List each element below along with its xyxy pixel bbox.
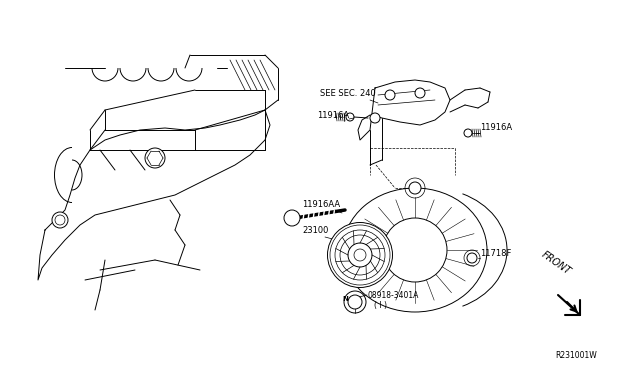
- Circle shape: [346, 113, 354, 121]
- Text: ( I ): ( I ): [374, 301, 387, 310]
- Text: N: N: [342, 296, 348, 302]
- Circle shape: [385, 90, 395, 100]
- Ellipse shape: [343, 188, 487, 312]
- Circle shape: [464, 129, 472, 137]
- Text: FRONT: FRONT: [540, 250, 573, 277]
- Text: 11916A: 11916A: [317, 111, 349, 120]
- Text: SEE SEC. 240: SEE SEC. 240: [320, 89, 376, 98]
- Circle shape: [383, 218, 447, 282]
- Text: 08918-3401A: 08918-3401A: [368, 291, 419, 300]
- Circle shape: [145, 148, 165, 168]
- Circle shape: [348, 243, 372, 267]
- Circle shape: [415, 88, 425, 98]
- Circle shape: [370, 113, 380, 123]
- Text: 11916A: 11916A: [480, 123, 512, 132]
- Circle shape: [467, 253, 477, 263]
- Text: 11916AA: 11916AA: [302, 200, 340, 209]
- Text: 11718F: 11718F: [480, 249, 511, 258]
- Circle shape: [409, 182, 421, 194]
- Ellipse shape: [328, 222, 392, 288]
- Text: R231001W: R231001W: [555, 351, 596, 360]
- Text: 23100: 23100: [302, 226, 328, 235]
- Circle shape: [284, 210, 300, 226]
- Circle shape: [52, 212, 68, 228]
- Circle shape: [348, 295, 362, 309]
- Circle shape: [354, 249, 366, 261]
